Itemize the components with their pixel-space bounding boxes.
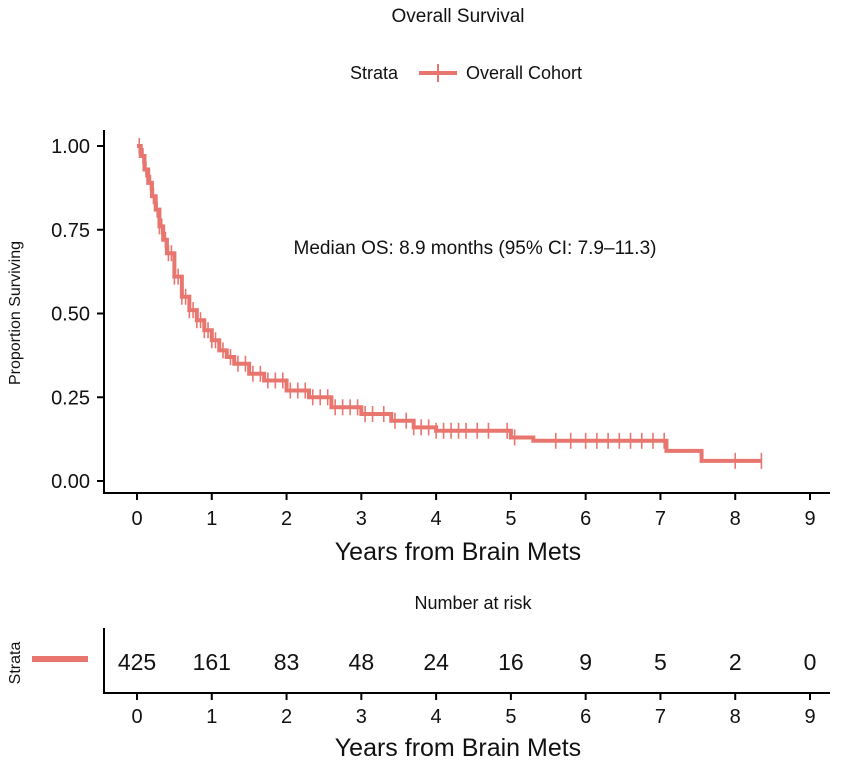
x-tick-label: 0: [131, 508, 142, 530]
y-axis-ticks: 0.00 0.25 0.50 0.75 1.00: [51, 136, 104, 493]
y-tick-label: 0.50: [51, 304, 90, 326]
x-axis-label: Years from Brain Mets: [335, 538, 581, 566]
y-tick-label: 0.00: [51, 471, 90, 493]
x-tick-label: 5: [505, 508, 516, 530]
risk-table-values: 425 161 83 48 24 16 9 5 2 0: [118, 649, 817, 675]
risk-value: 5: [654, 649, 667, 675]
y-axis-label: Proportion Surviving: [7, 241, 24, 385]
risk-x-tick-label: 9: [804, 706, 815, 728]
risk-x-tick-label: 2: [281, 706, 292, 728]
x-tick-label: 2: [281, 508, 292, 530]
risk-x-tick-label: 6: [580, 706, 591, 728]
risk-value: 48: [349, 649, 375, 675]
risk-x-tick-label: 4: [431, 706, 442, 728]
risk-x-tick-label: 5: [505, 706, 516, 728]
censor-marks: [138, 138, 763, 469]
risk-value: 24: [423, 649, 449, 675]
risk-x-tick-label: 3: [356, 706, 367, 728]
x-tick-label: 4: [431, 508, 442, 530]
y-tick-label: 0.75: [51, 220, 90, 242]
legend: Strata Overall Cohort: [350, 63, 582, 83]
x-tick-label: 3: [356, 508, 367, 530]
risk-value: 83: [274, 649, 300, 675]
legend-entry-overall-cohort: Overall Cohort: [466, 63, 582, 83]
survival-curve-overall-cohort: [137, 144, 762, 463]
x-tick-label: 8: [730, 508, 741, 530]
risk-value: 0: [804, 649, 817, 675]
chart-title: Overall Survival: [391, 6, 524, 27]
risk-table-title: Number at risk: [414, 593, 532, 613]
risk-table-x-ticks: 0 1 2 3 4 5 6 7 8 9: [131, 693, 816, 728]
risk-value: 161: [193, 649, 231, 675]
x-tick-label: 1: [206, 508, 217, 530]
risk-x-tick-label: 1: [206, 706, 217, 728]
risk-table-strata-label: Strata: [7, 642, 24, 685]
risk-x-tick-label: 0: [131, 706, 142, 728]
x-tick-label: 6: [580, 508, 591, 530]
risk-value: 16: [498, 649, 524, 675]
risk-x-tick-label: 8: [730, 706, 741, 728]
risk-value: 9: [579, 649, 592, 675]
y-tick-label: 0.25: [51, 387, 90, 409]
legend-title: Strata: [350, 63, 399, 83]
x-tick-label: 7: [655, 508, 666, 530]
risk-x-tick-label: 7: [655, 706, 666, 728]
risk-value: 2: [729, 649, 742, 675]
median-os-annotation: Median OS: 8.9 months (95% CI: 7.9–11.3): [294, 238, 657, 259]
risk-table-x-axis-label: Years from Brain Mets: [335, 734, 581, 762]
y-tick-label: 1.00: [51, 136, 90, 158]
risk-value: 425: [118, 649, 156, 675]
x-axis-ticks: 0 1 2 3 4 5 6 7 8 9: [131, 493, 816, 530]
x-tick-label: 9: [804, 508, 815, 530]
